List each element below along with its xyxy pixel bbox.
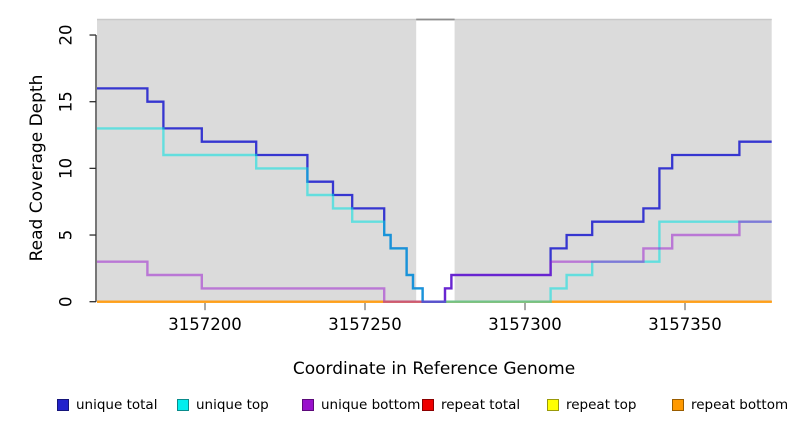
legend-swatch-icon <box>177 399 189 411</box>
legend-label: repeat top <box>566 397 637 413</box>
x-tick-label: 3157300 <box>488 315 562 334</box>
legend-label: unique total <box>76 397 158 413</box>
legend-swatch-icon <box>672 399 684 411</box>
legend-label: repeat total <box>441 397 521 413</box>
series-line-unique-top <box>97 127 772 303</box>
legend-item-repeat-bottom: repeat bottom <box>672 398 788 412</box>
y-axis-title: Read Coverage Depth <box>27 74 47 262</box>
legend-item-unique-top: unique top <box>177 398 269 412</box>
y-tick-label: 20 <box>57 25 76 46</box>
y-tick-label: 10 <box>57 158 76 179</box>
y-tick-label: 0 <box>57 296 76 307</box>
x-axis-title: Coordinate in Reference Genome <box>292 359 576 379</box>
legend-swatch-icon <box>57 399 69 411</box>
y-tick-label: 5 <box>57 230 76 241</box>
legend-swatch-icon <box>422 399 434 411</box>
x-tick-label: 3157200 <box>168 315 242 334</box>
legend-item-unique-total: unique total <box>57 398 157 412</box>
x-tick-label: 3157250 <box>328 315 402 334</box>
legend-item-repeat-total: repeat total <box>422 398 520 412</box>
y-tick-label: 15 <box>57 91 76 112</box>
series-line-unique-bottom <box>97 220 772 303</box>
legend-label: unique bottom <box>321 397 421 413</box>
legend-item-unique-bottom: unique bottom <box>302 398 420 412</box>
legend-swatch-icon <box>547 399 559 411</box>
legend-swatch-icon <box>302 399 314 411</box>
legend-item-repeat-top: repeat top <box>547 398 636 412</box>
legend-label: repeat bottom <box>691 397 789 413</box>
plot-background-right <box>454 19 772 303</box>
x-tick-label: 3157350 <box>648 315 722 334</box>
legend-label: unique top <box>196 397 269 413</box>
